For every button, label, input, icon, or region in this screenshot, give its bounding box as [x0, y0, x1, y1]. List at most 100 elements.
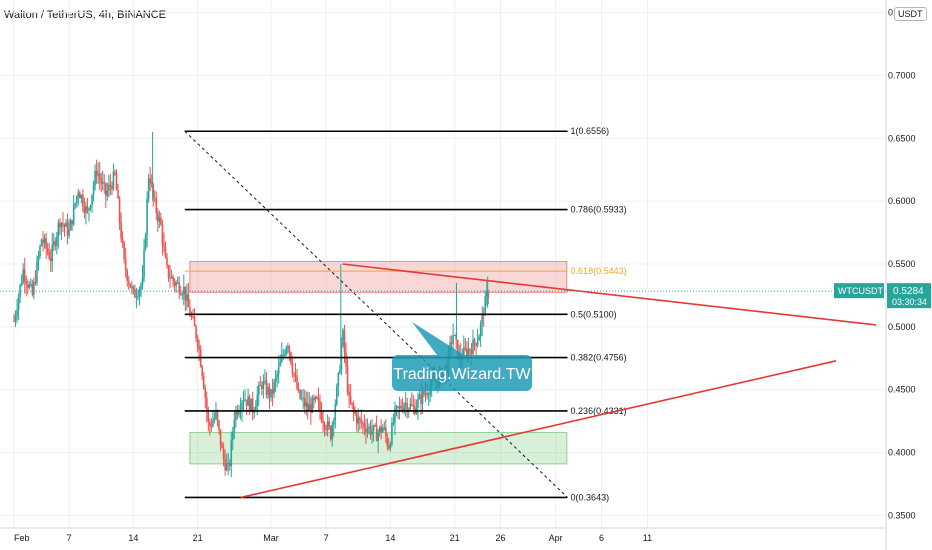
candle-body	[242, 399, 245, 403]
candle-body	[303, 397, 306, 407]
candle-body	[403, 404, 405, 411]
candle-body	[109, 184, 112, 187]
candle-body	[71, 220, 73, 225]
candle-body	[129, 283, 132, 288]
candle-body	[190, 316, 193, 318]
candle-body	[88, 208, 90, 211]
candle-body	[166, 257, 168, 266]
candle-body	[121, 238, 124, 244]
candle-body	[37, 256, 40, 262]
candle-body	[163, 243, 165, 247]
candle-body	[82, 195, 84, 208]
candle-body	[198, 346, 200, 350]
candle-body	[63, 224, 66, 227]
candle-body	[108, 184, 110, 191]
candle-body	[189, 306, 191, 317]
candle-body	[355, 413, 358, 424]
candle-body	[267, 387, 269, 395]
candle-body	[92, 185, 95, 195]
candle-body	[366, 428, 369, 433]
candle-body	[478, 336, 480, 341]
time-tick-label: 21	[193, 533, 203, 543]
candle-body	[167, 265, 170, 278]
candle-body	[450, 342, 453, 344]
candle-body	[205, 398, 208, 412]
candle-body	[172, 276, 174, 282]
candle-body	[401, 408, 404, 411]
candle-body	[285, 347, 288, 355]
candle-body	[417, 398, 419, 409]
candle-body	[106, 190, 109, 196]
candle-body	[89, 205, 92, 209]
candle-body	[132, 286, 135, 290]
candle-body	[75, 196, 78, 204]
candle-body	[65, 222, 67, 227]
watermark-text: Trading.Wizard.TW	[393, 366, 531, 383]
candle-body	[411, 404, 413, 406]
price-tick-label: 0.5000	[888, 322, 916, 332]
candle-body	[308, 404, 311, 411]
candle-body	[175, 282, 177, 286]
candle-body	[392, 422, 395, 424]
candle-body	[378, 426, 381, 433]
time-tick-label: 14	[385, 533, 395, 543]
candle-body	[161, 224, 164, 244]
candle-body	[363, 423, 366, 429]
candle-body	[274, 377, 277, 382]
candle-body	[299, 389, 301, 399]
candle-body	[244, 399, 246, 401]
candle-body	[472, 339, 474, 355]
candle-body	[453, 335, 456, 337]
candle-body	[414, 406, 416, 414]
candle-body	[256, 395, 259, 407]
candle-body	[152, 184, 155, 198]
candle-body	[39, 245, 41, 257]
price-tag	[887, 283, 931, 309]
candle-body	[357, 417, 360, 424]
candle-body	[328, 421, 330, 427]
currency-unit-label[interactable]: USDT	[894, 7, 927, 21]
candle-body	[135, 296, 138, 298]
candle-body	[348, 391, 350, 396]
candle-body	[311, 398, 314, 413]
candle-body	[238, 411, 240, 415]
candle-body	[248, 396, 251, 412]
candle-body	[383, 427, 386, 429]
candle-body	[160, 217, 162, 225]
candle-body	[17, 296, 20, 311]
candle-body	[372, 425, 375, 432]
candle-body	[464, 347, 467, 349]
candle-body	[26, 284, 29, 288]
candle-body	[406, 403, 409, 412]
candle-body	[74, 203, 76, 206]
candle-body	[485, 292, 488, 297]
candle-body	[374, 425, 376, 427]
candle-body	[259, 385, 262, 387]
bar-countdown: 03:30:34	[892, 297, 927, 307]
candle-body	[77, 192, 80, 197]
watermark-badge	[392, 355, 532, 391]
candle-body	[342, 330, 344, 346]
candle-body	[314, 397, 317, 401]
candle-body	[325, 428, 327, 431]
candle-body	[181, 294, 184, 296]
candle-body	[484, 296, 487, 316]
candle-body	[262, 381, 265, 390]
time-tick-label: Apr	[549, 533, 563, 543]
candle-body	[329, 426, 332, 440]
candle-body	[276, 374, 278, 378]
candle-body	[463, 347, 465, 359]
candle-body	[470, 350, 473, 355]
candle-body	[288, 346, 291, 353]
candle-body	[111, 186, 113, 190]
candle-body	[323, 423, 326, 429]
candle-body	[40, 239, 43, 246]
candle-body	[212, 420, 214, 427]
candle-body	[331, 424, 334, 440]
candle-body	[155, 198, 158, 214]
candle-body	[137, 296, 139, 298]
candle-body	[337, 372, 340, 387]
candle-body	[170, 276, 173, 279]
